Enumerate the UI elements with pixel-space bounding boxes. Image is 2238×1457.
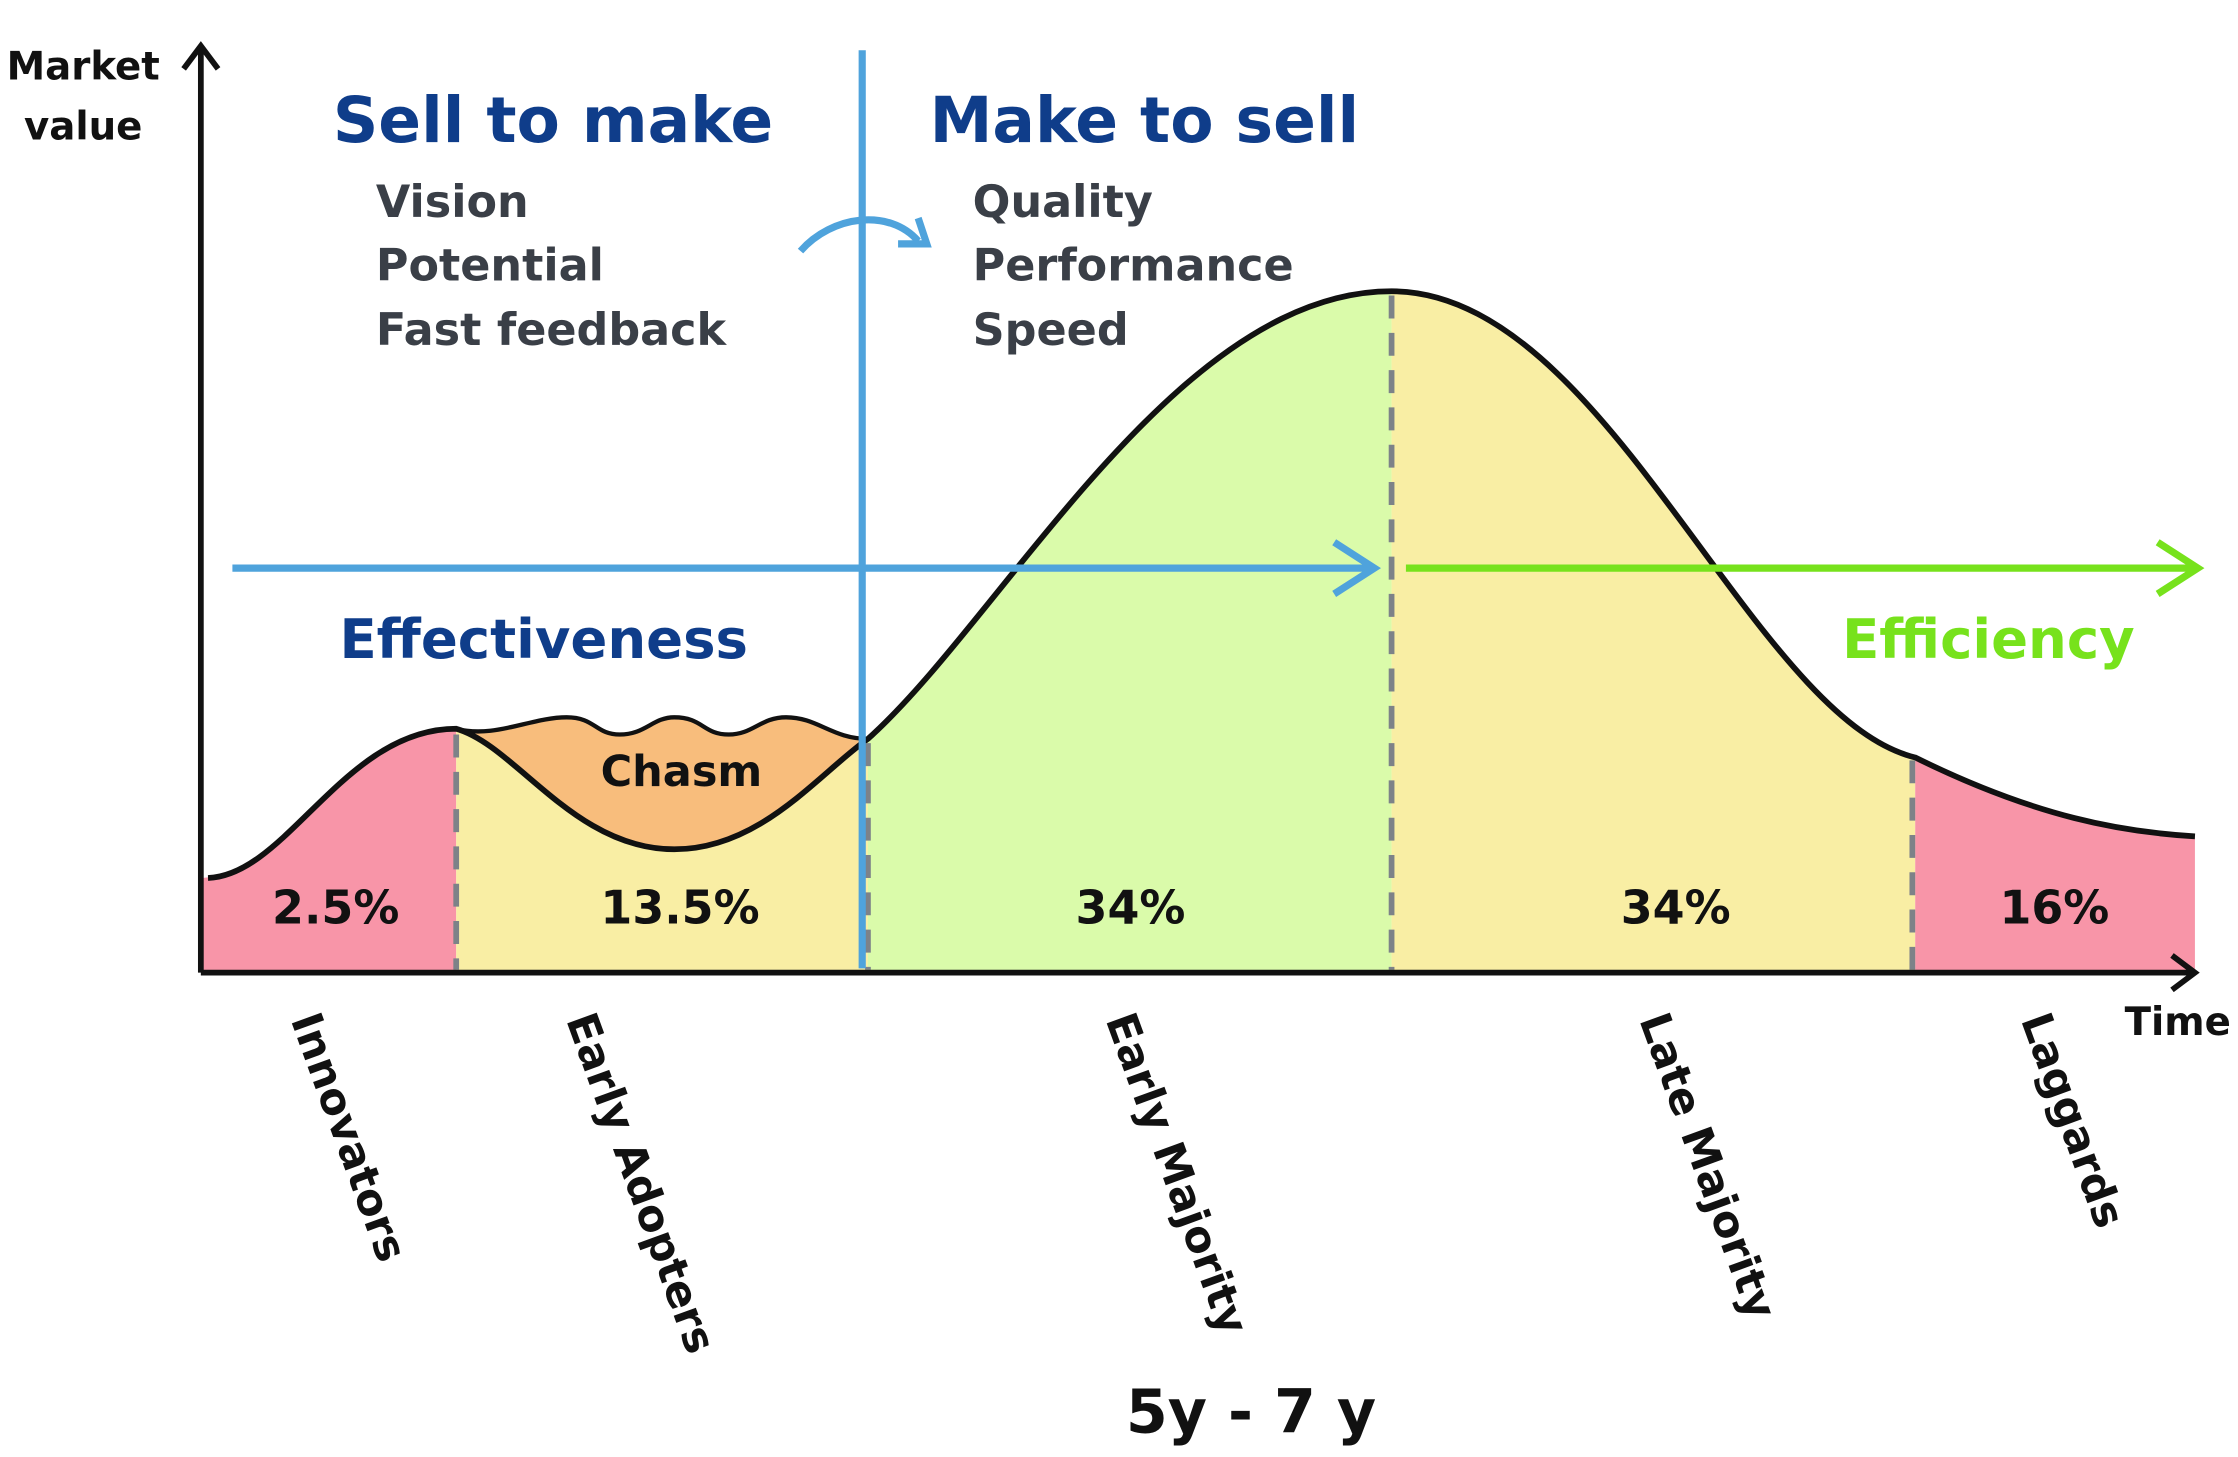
switch-arrow <box>797 216 932 254</box>
y-label: value <box>24 105 142 150</box>
efficiency-arrow <box>1405 539 2205 597</box>
right-item: Quality <box>973 177 1153 228</box>
right-item: Performance <box>973 240 1294 291</box>
right-title: Make to sell <box>930 83 1360 157</box>
left-item: Fast feedback <box>376 305 728 356</box>
dividers <box>453 295 1916 970</box>
footer: 5y - 7 y <box>1126 1378 1376 1448</box>
share-label: 2.5% <box>272 880 399 934</box>
share-label: 34% <box>1621 880 1731 934</box>
left-title: Sell to make <box>333 83 773 157</box>
efficiency-label: Efficiency <box>1842 607 2135 671</box>
chasm-label: Chasm <box>601 747 763 797</box>
axes <box>181 41 2200 993</box>
adoption-curve <box>207 288 2196 881</box>
x-label: Time <box>2125 1000 2231 1045</box>
segment-label: Innovators <box>280 1006 416 1268</box>
segment-label: Early Majority <box>1095 1006 1258 1341</box>
effectiveness-arrow <box>232 539 1381 597</box>
left-item: Potential <box>376 240 604 291</box>
late-majority-fill <box>1391 291 1916 973</box>
y-label: Market <box>7 44 160 89</box>
early-majority-fill <box>867 291 1392 973</box>
share-label: 34% <box>1076 880 1186 934</box>
segment-label: Laggards <box>2010 1006 2134 1234</box>
share-label: 16% <box>1999 880 2109 934</box>
segment-label: Late Majority <box>1629 1006 1786 1326</box>
share-label: 13.5% <box>600 880 759 934</box>
segment-label: Early Adopters <box>556 1006 726 1360</box>
right-item: Speed <box>973 305 1129 356</box>
effectiveness-label: Effectiveness <box>339 607 748 671</box>
left-item: Vision <box>376 177 529 228</box>
